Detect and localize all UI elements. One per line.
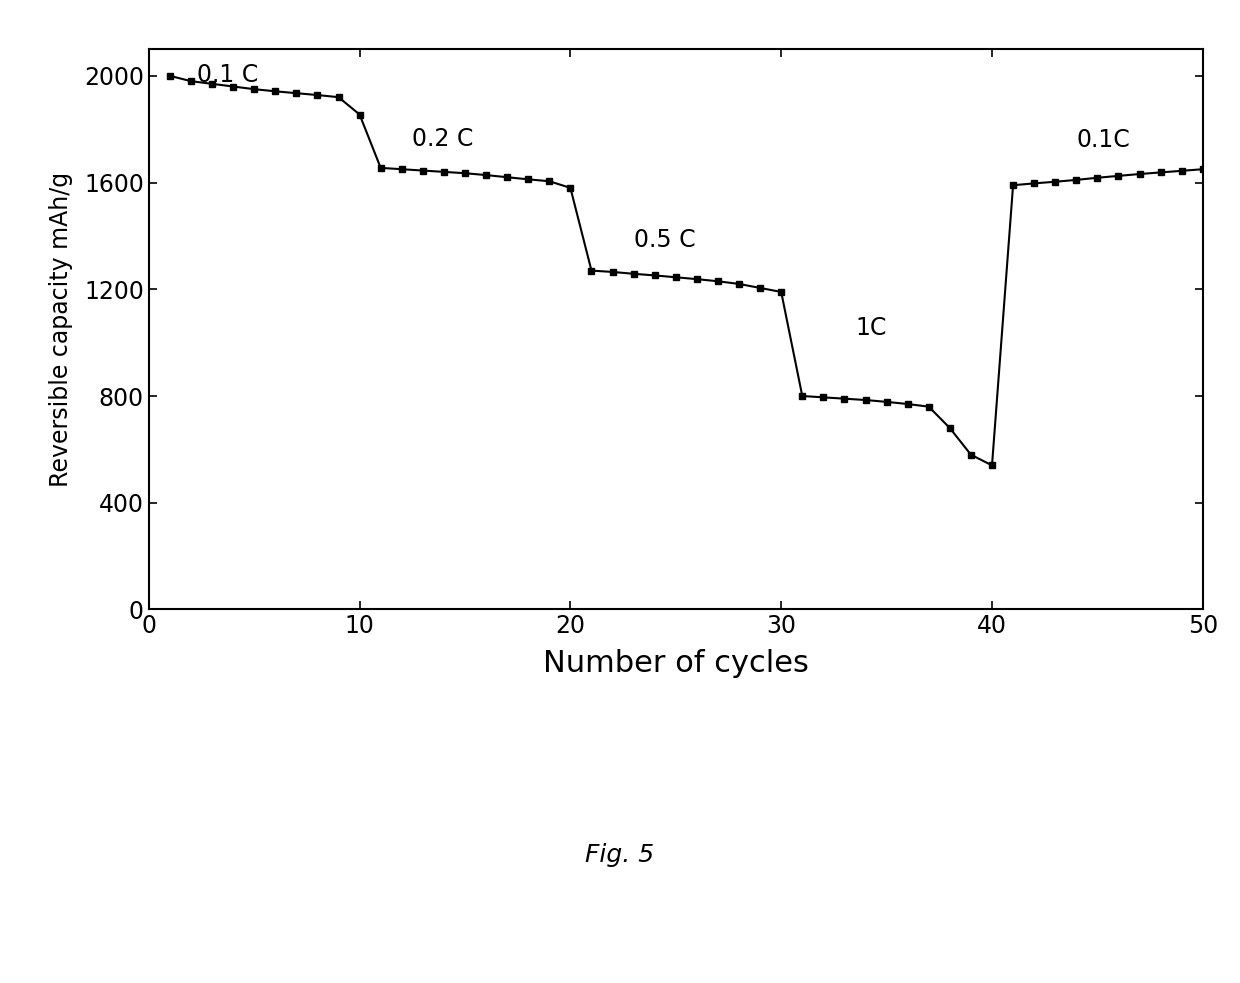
Text: 0.1 C: 0.1 C — [197, 63, 258, 87]
Text: 0.5 C: 0.5 C — [634, 228, 696, 252]
X-axis label: Number of cycles: Number of cycles — [543, 650, 808, 678]
Text: 1C: 1C — [856, 316, 887, 340]
Text: Fig. 5: Fig. 5 — [585, 843, 655, 867]
Y-axis label: Reversible capacity mAh/g: Reversible capacity mAh/g — [48, 172, 73, 487]
Text: 0.1C: 0.1C — [1076, 128, 1130, 152]
Text: 0.2 C: 0.2 C — [412, 127, 474, 150]
